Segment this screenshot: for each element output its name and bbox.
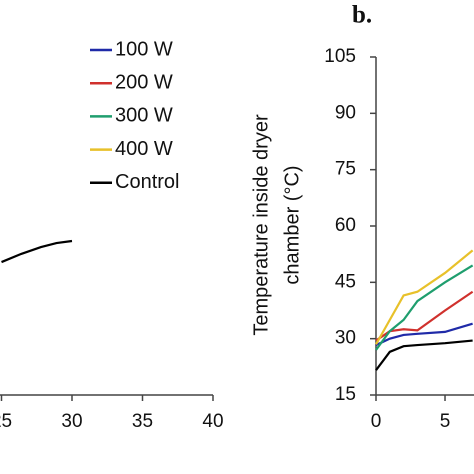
legend-label: 300 W (115, 105, 173, 127)
y-axis-label: Temperature inside dryer (250, 114, 272, 336)
legend-label: 200 W (115, 71, 173, 93)
x-tick-label: 25 (0, 411, 12, 432)
x-tick-label: 40 (202, 411, 223, 432)
y-tick-label: 15 (335, 384, 356, 405)
y-tick-label: 75 (335, 159, 356, 180)
legend-label: Control (115, 171, 179, 193)
series-line (375, 264, 474, 351)
chart-title: b. (352, 2, 372, 29)
series-line (375, 339, 473, 371)
y-tick-label: 60 (335, 215, 356, 236)
y-tick-label: 30 (335, 328, 356, 349)
y-tick-label: 90 (335, 102, 356, 123)
x-tick-label: 5 (440, 411, 451, 432)
series-line (375, 322, 473, 347)
series-line (375, 249, 474, 345)
x-tick-label: 0 (371, 411, 382, 432)
x-tick-label: 35 (132, 411, 153, 432)
legend-label: 100 W (115, 38, 173, 60)
y-tick-label: 105 (324, 46, 356, 67)
x-tick-label: 30 (61, 411, 82, 432)
y-axis-label: chamber (°C) (281, 165, 303, 284)
legend-label: 400 W (115, 138, 173, 160)
y-tick-label: 45 (335, 271, 356, 292)
series-line (1, 239, 73, 264)
